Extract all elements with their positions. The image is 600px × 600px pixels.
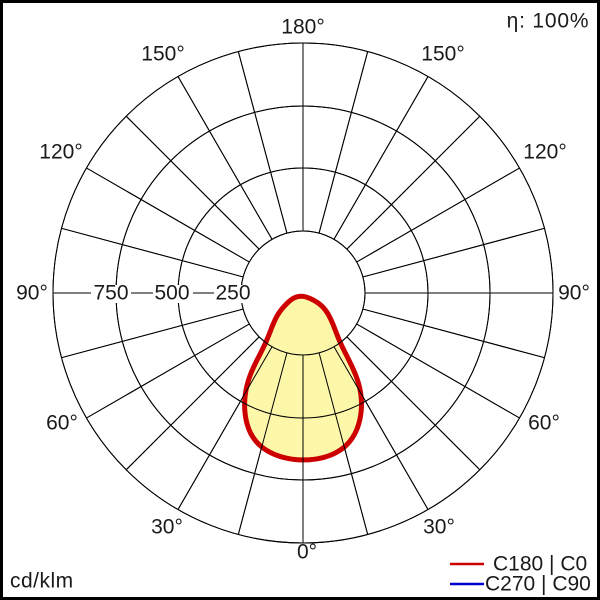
svg-text:30°: 30° (423, 516, 455, 539)
svg-text:500: 500 (154, 282, 189, 305)
svg-text:120°: 120° (39, 141, 82, 164)
svg-text:150°: 150° (141, 43, 184, 66)
svg-text:90°: 90° (558, 282, 590, 305)
svg-text:η: 100%: η: 100% (507, 10, 590, 33)
svg-text:180°: 180° (281, 16, 324, 39)
svg-text:0°: 0° (297, 541, 317, 564)
svg-text:120°: 120° (523, 141, 566, 164)
svg-text:C270 | C90: C270 | C90 (485, 573, 591, 596)
svg-text:60°: 60° (528, 412, 560, 435)
svg-text:90°: 90° (16, 282, 48, 305)
svg-text:150°: 150° (421, 43, 464, 66)
svg-text:cd/klm: cd/klm (10, 570, 74, 593)
svg-text:30°: 30° (151, 516, 183, 539)
svg-text:750: 750 (93, 282, 128, 305)
svg-text:250: 250 (215, 282, 250, 305)
svg-text:60°: 60° (46, 412, 78, 435)
